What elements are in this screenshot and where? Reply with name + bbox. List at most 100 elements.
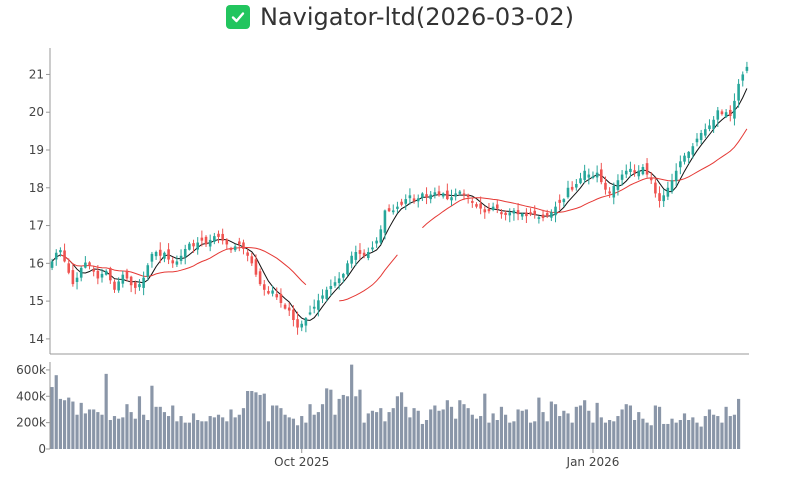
- volume-bar: [678, 420, 682, 449]
- candle-body: [408, 195, 412, 199]
- candle-body: [446, 190, 449, 200]
- candle-body: [591, 176, 595, 178]
- candle-body: [545, 213, 549, 217]
- candle-body: [254, 259, 258, 275]
- volume-bar: [191, 413, 196, 449]
- volume-bar: [412, 408, 416, 449]
- price-axis: 14 15 16 17 18 19 20 21: [29, 48, 749, 355]
- volume-bar: [129, 412, 133, 449]
- volume-bar: [437, 410, 441, 449]
- volume-bar: [637, 412, 641, 449]
- price-tick-label: 15: [29, 294, 44, 308]
- volume-bar: [350, 364, 354, 449]
- candle-body: [258, 271, 262, 285]
- candle-body: [96, 270, 100, 279]
- volume-bar: [83, 413, 87, 449]
- volume-bar: [624, 404, 628, 449]
- volume-bar: [608, 420, 612, 449]
- volume-bar: [508, 422, 512, 449]
- candle-body: [358, 250, 362, 254]
- volume-bar: [553, 404, 558, 449]
- candle-body: [466, 194, 470, 198]
- candle-body: [745, 66, 749, 71]
- candle-body: [699, 133, 703, 141]
- candle-body: [287, 307, 291, 311]
- candle-body: [441, 193, 445, 197]
- volume-bar: [416, 410, 420, 449]
- candle-body: [458, 191, 462, 194]
- candle-body: [396, 206, 399, 209]
- volume-bar: [271, 405, 275, 449]
- candle-body: [175, 261, 179, 265]
- volume-bar: [100, 414, 104, 449]
- candle-body: [400, 201, 403, 205]
- candle-body: [412, 198, 416, 201]
- volume-bar: [666, 423, 670, 449]
- candle-body: [79, 267, 83, 278]
- volume-bar: [104, 373, 108, 449]
- date-tick-label: Jan 2026: [566, 455, 620, 469]
- candle-body: [304, 318, 308, 326]
- candle-body: [558, 199, 561, 203]
- candle-body: [416, 198, 420, 202]
- volume-bar: [146, 420, 150, 449]
- candle-body: [679, 161, 682, 168]
- volume-bar: [308, 404, 312, 449]
- price-tick-label: 16: [29, 256, 44, 270]
- volume-bar: [179, 416, 183, 449]
- candle-body: [150, 253, 154, 262]
- volume-bar: [524, 409, 528, 449]
- volume-bar: [699, 426, 703, 449]
- candle-body: [533, 210, 537, 215]
- candle-body: [192, 243, 195, 247]
- volume-bar: [291, 418, 295, 449]
- candle-body: [495, 204, 499, 209]
- volume-bar: [454, 418, 458, 449]
- volume-bar: [92, 409, 96, 449]
- candle-body: [670, 180, 674, 192]
- candle-body: [121, 274, 125, 284]
- candle-body: [520, 213, 524, 217]
- candle-body: [649, 178, 653, 181]
- candle-body: [687, 151, 690, 158]
- volume-bar: [583, 400, 587, 449]
- candle-body: [387, 208, 391, 212]
- volume-bar: [233, 417, 237, 449]
- volume-bar: [221, 417, 225, 449]
- candle-body: [683, 155, 686, 162]
- candle-body: [308, 312, 312, 315]
- candle-body: [300, 323, 304, 328]
- price-tick-label: 20: [29, 105, 44, 119]
- candle-body: [100, 273, 104, 278]
- volume-bar: [728, 416, 732, 449]
- volume-bar: [491, 413, 495, 449]
- volume-bar: [641, 418, 645, 449]
- volume-bar: [399, 392, 404, 449]
- candle-body: [346, 263, 349, 275]
- volume-bar: [366, 413, 370, 449]
- volume-bar: [616, 416, 620, 449]
- volume-bar: [379, 408, 383, 449]
- candle-body: [454, 193, 457, 197]
- volume-bar: [591, 422, 595, 449]
- volume-bar: [254, 392, 258, 449]
- candle-body: [208, 239, 212, 247]
- volume-bar: [117, 418, 121, 449]
- volume-bar: [420, 423, 424, 449]
- candle-body: [312, 306, 316, 309]
- candle-body: [63, 250, 66, 262]
- volume-bar: [408, 417, 412, 449]
- candle-body: [317, 300, 320, 310]
- volume-bar: [362, 422, 366, 449]
- candle-body: [391, 210, 395, 213]
- candle-body: [296, 319, 299, 328]
- volume-bar: [387, 412, 391, 449]
- candle-body: [88, 262, 91, 266]
- volume-bar: [487, 422, 491, 449]
- candle-body: [708, 125, 711, 130]
- candle-body: [541, 214, 545, 218]
- volume-bar: [391, 408, 395, 449]
- candle-body: [67, 263, 71, 273]
